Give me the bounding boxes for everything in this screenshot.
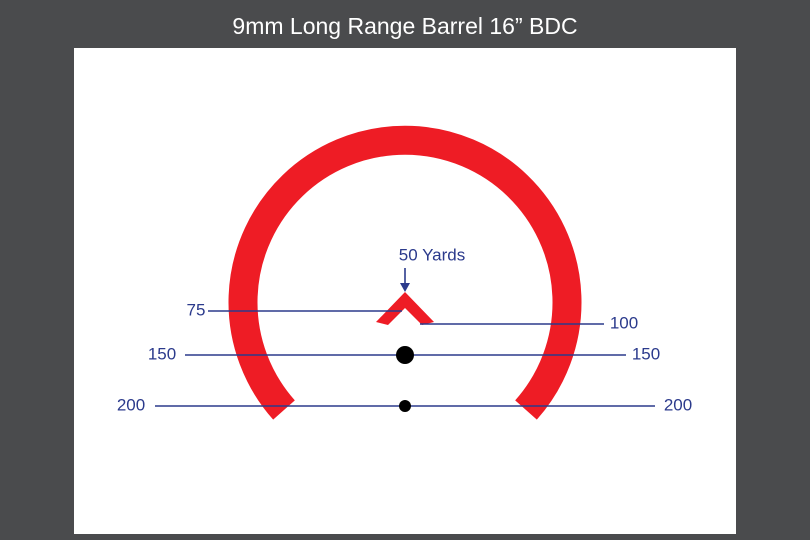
arrow-head: [400, 283, 410, 292]
reticle-ring: [228, 125, 582, 420]
left-label: 75: [187, 300, 206, 319]
title: 9mm Long Range Barrel 16” BDC: [232, 13, 577, 39]
chevron: [376, 292, 434, 325]
right-label: 150: [632, 344, 660, 363]
left-label: 150: [148, 344, 176, 363]
center-label: 50 Yards: [399, 245, 465, 264]
right-label: 100: [610, 313, 638, 332]
left-label: 200: [117, 395, 145, 414]
right-label: 200: [664, 395, 692, 414]
dot: [399, 400, 411, 412]
dot: [396, 346, 414, 364]
